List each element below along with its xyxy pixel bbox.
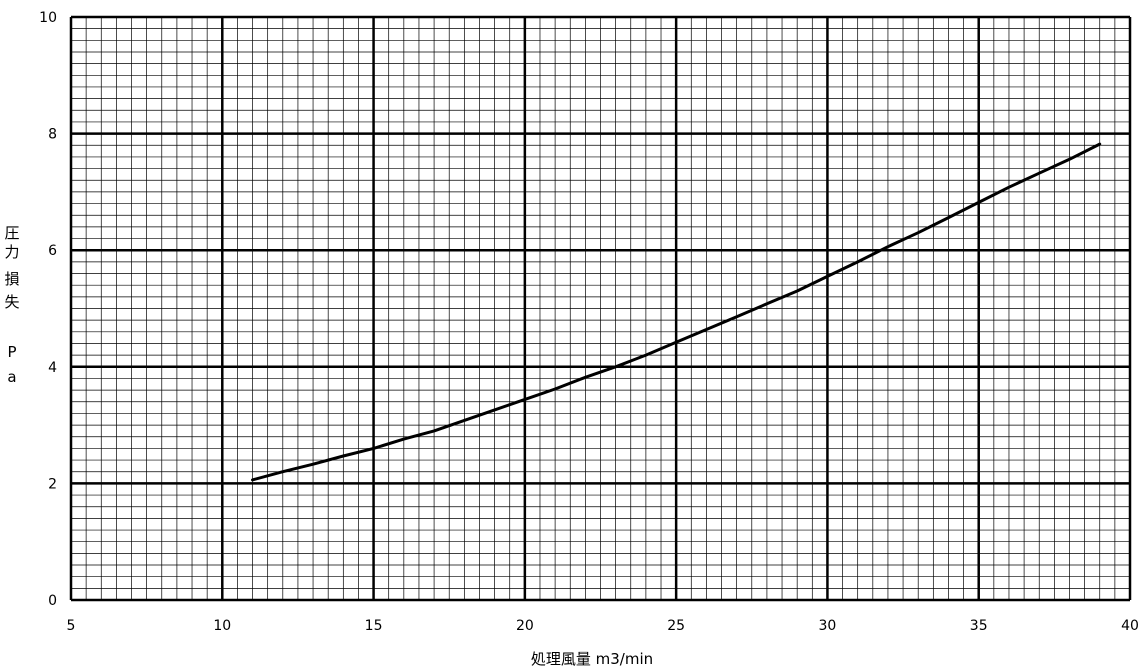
- x-tick-label: 15: [365, 618, 383, 634]
- y-axis-label-char: a: [7, 368, 16, 386]
- y-tick-label: 8: [48, 127, 57, 143]
- y-axis-label-char: 損: [4, 270, 19, 288]
- x-tick-label: 25: [667, 618, 685, 634]
- x-tick-label: 10: [213, 618, 231, 634]
- major-grid: [69, 15, 1132, 602]
- y-tick-label: 0: [48, 593, 57, 609]
- x-tick-label: 35: [970, 618, 988, 634]
- series-layer: [251, 142, 1102, 482]
- y-tick-label: 4: [48, 360, 57, 376]
- y-axis-label-char: 圧: [4, 224, 19, 242]
- y-axis-label-char: 失: [4, 293, 19, 311]
- series-line: [251, 142, 1102, 482]
- y-axis-tick-labels: 0 2 4 6 8 10: [39, 10, 57, 609]
- y-tick-label: 2: [48, 476, 57, 492]
- y-tick-label: 10: [39, 10, 57, 26]
- y-axis-label-char: 力: [4, 243, 19, 261]
- x-tick-label: 5: [67, 618, 76, 634]
- x-axis-tick-labels: 5 10 15 20 25 30 35 40: [67, 618, 1139, 634]
- x-tick-label: 20: [516, 618, 534, 634]
- y-axis-label-char: P: [7, 343, 16, 361]
- x-axis-label: 処理風量 m3/min: [531, 650, 653, 668]
- y-tick-label: 6: [48, 243, 57, 259]
- x-tick-label: 40: [1121, 618, 1139, 634]
- x-tick-label: 30: [819, 618, 837, 634]
- minor-grid: [70, 16, 1131, 601]
